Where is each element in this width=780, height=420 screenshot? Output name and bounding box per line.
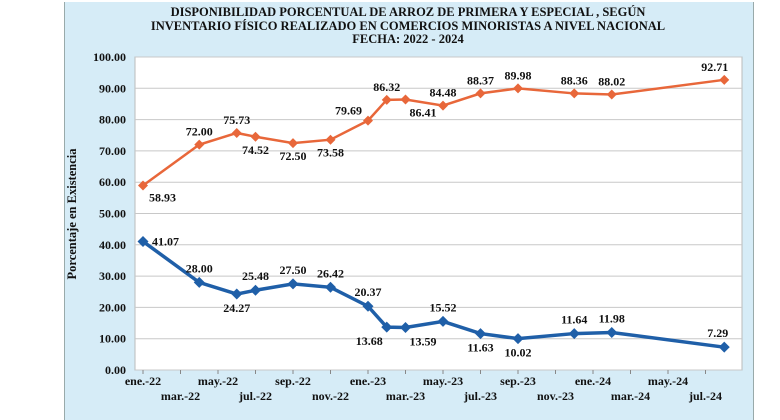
data-label: 88.37 <box>467 73 494 87</box>
x-tick-label: may.-24 <box>648 374 688 388</box>
data-label: 13.68 <box>356 334 383 348</box>
data-label: 88.02 <box>598 74 625 88</box>
data-label: 84.48 <box>430 86 457 100</box>
data-label: 11.98 <box>599 312 625 326</box>
data-label: 86.32 <box>373 80 400 94</box>
data-point <box>138 180 148 191</box>
data-point <box>606 89 617 100</box>
data-label: 73.58 <box>317 146 344 160</box>
data-point <box>363 115 373 126</box>
data-point <box>362 300 374 312</box>
data-label: 58.93 <box>149 191 176 205</box>
data-label: 24.27 <box>223 301 250 315</box>
data-point <box>475 88 486 99</box>
y-tick-label: 90.00 <box>99 81 126 95</box>
data-label: 79.69 <box>335 104 362 118</box>
y-tick-label: 0.00 <box>105 363 126 377</box>
data-point <box>325 134 336 145</box>
y-tick-label: 50.00 <box>99 207 126 221</box>
data-point <box>288 138 298 149</box>
y-axis-title: Porcentaje en Existencia <box>65 148 79 280</box>
data-point <box>513 83 523 94</box>
data-label: 20.37 <box>355 285 382 299</box>
chart-title-line-1: DISPONIBILIDAD PORCENTUAL DE ARROZ DE PR… <box>170 5 646 19</box>
data-point <box>193 276 205 288</box>
x-tick-label: ene.-23 <box>350 374 386 388</box>
x-tick-label: jul.-24 <box>688 389 722 403</box>
x-tick-label: mar.-24 <box>611 389 650 403</box>
x-tick-label: ene.-24 <box>575 374 611 388</box>
y-tick-label: 20.00 <box>99 300 126 314</box>
data-point <box>231 127 242 138</box>
chart-title-line-2: INVENTARIO FÍSICO REALIZADO EN COMERCIOS… <box>150 18 666 33</box>
data-label: 13.59 <box>410 334 437 348</box>
data-point <box>512 333 524 345</box>
y-tick-label: 30.00 <box>99 269 126 283</box>
data-label: 74.52 <box>242 143 269 157</box>
data-point <box>718 341 730 353</box>
data-label: 27.50 <box>280 263 307 277</box>
data-point <box>137 235 149 247</box>
data-label: 15.52 <box>430 300 457 314</box>
data-label: 7.29 <box>707 326 728 340</box>
data-label: 25.48 <box>242 269 269 283</box>
data-point <box>719 74 730 85</box>
data-point <box>400 94 411 105</box>
x-tick-label: jul.-23 <box>463 389 497 403</box>
y-tick-label: 40.00 <box>99 238 126 252</box>
x-tick-label: sep.-22 <box>275 374 311 388</box>
y-tick-label: 10.00 <box>99 332 126 346</box>
data-point <box>400 321 411 333</box>
data-point <box>325 281 336 293</box>
data-point <box>231 288 243 300</box>
chart-title-line-3: FECHA: 2022 - 2024 <box>352 32 464 46</box>
data-label: 89.98 <box>505 68 532 82</box>
data-point <box>606 327 618 339</box>
data-label: 11.64 <box>561 313 587 327</box>
data-point <box>475 328 486 340</box>
x-tick-label: may.-23 <box>423 374 463 388</box>
data-label: 11.63 <box>467 341 493 355</box>
data-point <box>381 94 392 105</box>
data-point <box>250 284 261 296</box>
data-label: 92.71 <box>701 60 728 74</box>
chart-title: DISPONIBILIDAD PORCENTUAL DE ARROZ DE PR… <box>64 5 752 47</box>
data-point <box>569 88 580 99</box>
x-tick-label: mar.-22 <box>161 389 200 403</box>
data-label: 86.41 <box>410 106 437 120</box>
data-point <box>194 139 205 150</box>
data-point <box>568 328 580 340</box>
data-point <box>437 315 449 327</box>
y-tick-label: 60.00 <box>99 175 126 189</box>
data-label: 72.00 <box>186 125 213 139</box>
data-label: 41.07 <box>152 234 179 248</box>
data-point <box>381 321 393 333</box>
data-label: 10.02 <box>505 346 532 360</box>
x-tick-label: sep.-23 <box>500 374 536 388</box>
x-tick-label: nov.-23 <box>537 389 574 403</box>
x-tick-label: jul.-22 <box>238 389 272 403</box>
x-tick-label: nov.-22 <box>312 389 349 403</box>
y-tick-label: 70.00 <box>99 144 126 158</box>
data-label: 88.36 <box>561 73 588 87</box>
data-label: 75.73 <box>223 113 250 127</box>
data-point <box>250 131 261 142</box>
data-label: 26.42 <box>317 266 344 280</box>
x-tick-label: ene.-22 <box>125 374 161 388</box>
data-label: 72.50 <box>280 149 307 163</box>
data-point <box>287 278 299 290</box>
x-tick-label: may.-22 <box>198 374 238 388</box>
x-tick-label: mar.-23 <box>386 389 425 403</box>
data-point <box>438 100 448 111</box>
y-tick-label: 80.00 <box>99 113 126 127</box>
y-tick-label: 100.00 <box>93 50 126 64</box>
data-label: 28.00 <box>186 261 213 275</box>
